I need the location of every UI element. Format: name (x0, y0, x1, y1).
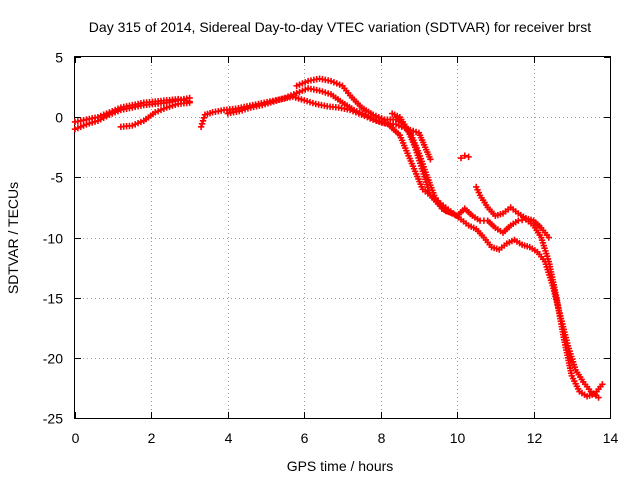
data-point-track-h (457, 154, 465, 162)
x-tick-label: 4 (225, 430, 233, 446)
x-tick-label: 8 (378, 430, 386, 446)
x-tick-label: 6 (301, 430, 309, 446)
data-point-track-f (599, 381, 606, 388)
data-point-track-c (186, 99, 193, 106)
data-point-track-h (465, 153, 472, 161)
data-marks (71, 75, 606, 401)
data-point-track-e (595, 394, 602, 401)
y-tick-label: -25 (43, 411, 63, 427)
data-point-track-d (427, 156, 434, 163)
tick-layer: 0 2 4 6 8 10 12 14 5 0 -5 -10 -15 -20 -25 (43, 50, 619, 447)
data-point-track-d (199, 117, 207, 124)
x-tick-label: 12 (527, 430, 543, 446)
data-point-track-d (200, 114, 208, 121)
data-point-track-i (545, 234, 553, 241)
y-tick-label: 0 (55, 110, 63, 126)
y-tick-label: -10 (43, 231, 63, 247)
y-tick-label: -20 (43, 351, 63, 367)
x-tick-label: 14 (603, 430, 619, 446)
data-point-track-g (450, 210, 457, 217)
chart-title: Day 315 of 2014, Sidereal Day-to-day VTE… (89, 19, 591, 35)
y-tick-label: -15 (43, 291, 63, 307)
plot-frame (74, 56, 611, 419)
x-tick-label: 0 (72, 430, 80, 446)
y-tick-label: 5 (55, 50, 63, 66)
data-point-track-d (197, 123, 205, 130)
x-axis-label: GPS time / hours (287, 458, 394, 474)
data-point-track-h (461, 152, 468, 159)
y-axis-label: SDTVAR / TECUs (5, 182, 21, 294)
x-tick-label: 10 (450, 430, 466, 446)
x-tick-label: 2 (148, 430, 156, 446)
y-tick-label: -5 (51, 170, 64, 186)
data-point-track-d (198, 120, 206, 127)
